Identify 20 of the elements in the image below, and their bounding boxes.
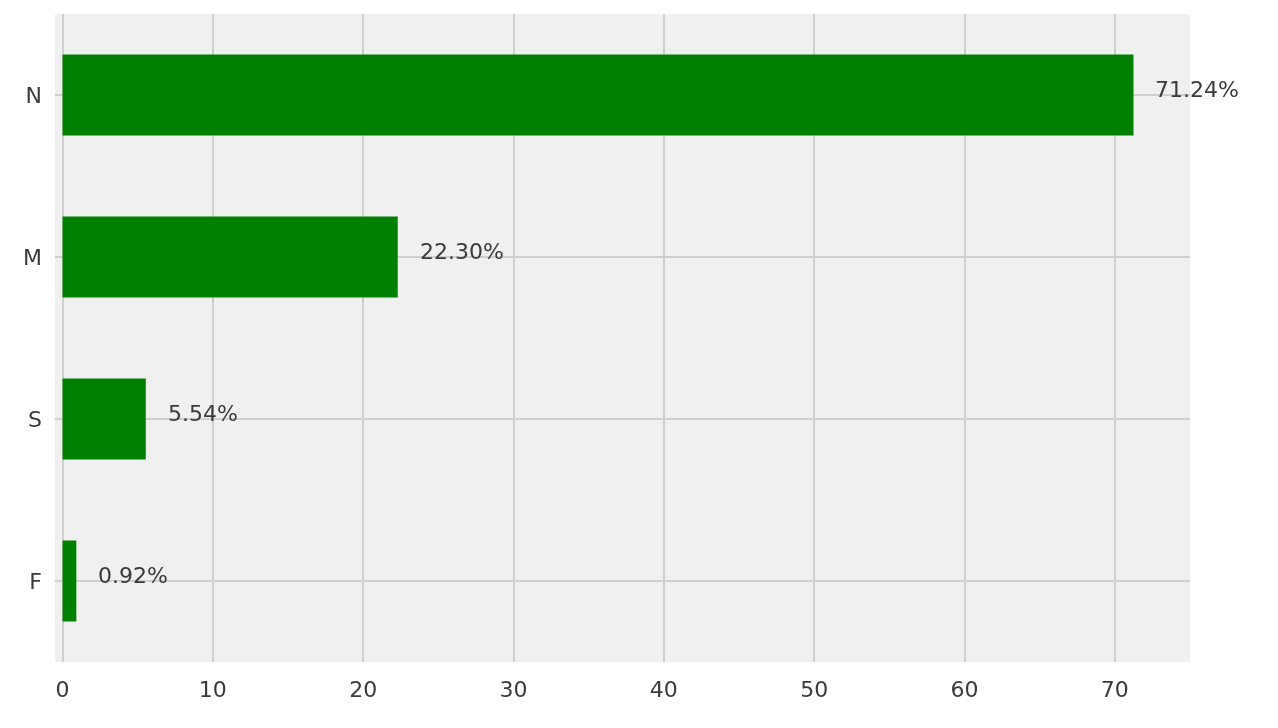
bar [62, 54, 1134, 136]
x-tick-label: 30 [499, 677, 528, 702]
data-label: 0.92% [98, 563, 168, 588]
x-tick-label: 40 [649, 677, 678, 702]
data-label: 5.54% [168, 401, 238, 426]
x-tick-label: 10 [198, 677, 227, 702]
bar [62, 378, 146, 460]
bar [62, 216, 398, 298]
data-label: 71.24% [1155, 77, 1239, 102]
bar [62, 540, 77, 622]
x-tick-label: 70 [1100, 677, 1129, 702]
x-tick-label: 60 [950, 677, 979, 702]
y-tick-label: N [25, 82, 42, 108]
y-tick-label: F [29, 568, 42, 594]
x-tick-label: 50 [800, 677, 829, 702]
y-tick-label: M [23, 244, 42, 270]
x-tick-label: 20 [349, 677, 378, 702]
data-label: 22.30% [420, 239, 504, 264]
x-tick-label: 0 [55, 677, 70, 702]
y-tick-label: S [28, 406, 42, 432]
